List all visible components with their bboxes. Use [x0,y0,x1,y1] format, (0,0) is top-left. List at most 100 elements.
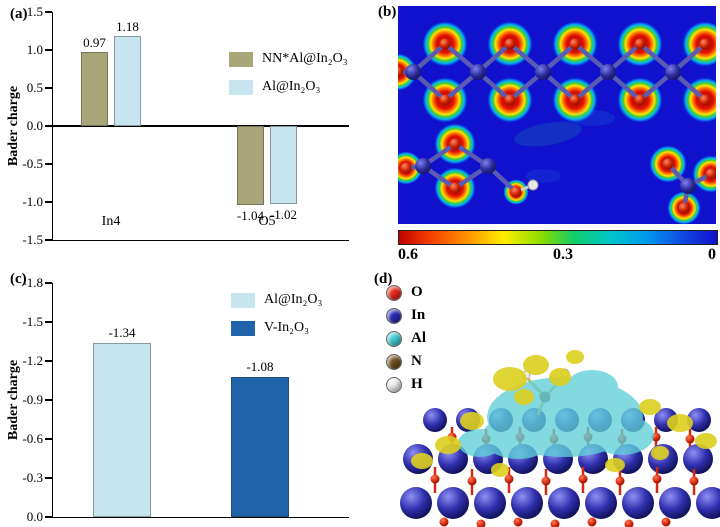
panel-a-y-tick-label: 1.0 [26,42,43,57]
in-atoms [405,64,696,194]
h-atom-swatch [386,376,402,393]
contour-svg [398,6,716,224]
panel-c-y-tick-label: -1.5 [22,314,43,329]
in-atom-swatch [386,307,402,324]
h-atom [527,179,539,191]
panel-c-y-tick [45,360,52,362]
legend-swatch-al-in2o3 [231,292,255,308]
panel-a-y-tick [45,87,52,89]
colorbar-mid-label: 0.3 [553,246,573,263]
panel-a-legend: NN*Al@In₂O₃ Al@In₂O₃ [229,50,348,106]
panel-a-bar-value: 1.18 [116,19,139,35]
panel-a-y-tick [45,11,52,13]
legend-label-al-in2o3: Al@In₂O₃ [264,292,323,307]
legend-swatch-v-in2o3 [231,320,255,336]
panel-c-bar [93,342,151,517]
panel-c-legend: Al@In₂O₃ V-In₂O₃ [231,291,322,347]
legend-entry-o: O [386,281,426,304]
o-atoms-bottom-edge [439,517,671,527]
panel-c-y-tick-label: -1.8 [22,275,43,290]
panel-a-y-tick-label: 0.5 [26,80,43,95]
colorbar-min-label: 0 [708,246,716,263]
panel-a-y-tick [45,163,52,165]
panel-c-y-tick-label: -0.9 [22,392,43,407]
panel-a-bar-value: 0.97 [83,35,106,51]
panel-a-bar [237,126,264,206]
colorbar-max-label: 0.6 [398,246,418,263]
panel-a-y-tick [45,239,52,241]
panel-c-bar-value: -1.34 [108,324,136,340]
yellow-isosurface [411,350,717,477]
colorbar [398,230,718,245]
panel-a-y-tick-label: -1.0 [22,194,43,209]
panel-a-category-o5: O5 [258,214,276,229]
panel-a-y-tick-label: -1.5 [22,232,43,247]
colorbar-labels: 0.6 0.3 0 [398,246,716,264]
panel-c-y-tick [45,477,52,479]
legend-swatch-al [229,79,253,95]
n-atom-swatch [386,353,402,370]
legend-entry-al: Al@In₂O₃ [229,78,348,96]
panel-d-structure: (d) O In Al N H [360,265,720,527]
legend-entry-n: N [386,350,426,373]
legend-entry-v-in2o3: V-In₂O₃ [231,319,322,337]
panel-a-bar-value: -1.02 [269,206,298,222]
panel-c-bar [231,376,289,517]
panel-c-y-tick-label: -0.6 [22,431,43,446]
al-atom-swatch [386,330,402,347]
panel-a-y-tick [45,201,52,203]
o-atoms [398,38,716,214]
legend-label-v-in2o3: V-In₂O₃ [264,320,310,335]
panel-d-legend: O In Al N H [386,281,426,396]
contour-map [398,6,716,224]
legend-label-in: In [411,307,426,323]
panel-c-y-tick [45,438,52,440]
panel-b-charge-density-map: (b) [360,0,720,263]
panel-a-y-tick-label: 0.0 [26,118,43,133]
panel-b-label: (b) [378,4,397,20]
legend-entry-nn-al: NN*Al@In₂O₃ [229,50,348,68]
panel-a-y-tick [45,125,52,127]
legend-label-h: H [411,376,423,392]
panel-a-bar [81,52,108,126]
legend-label-nn-al: NN*Al@In₂O₃ [262,51,348,66]
panel-a-category-in4: In4 [101,214,121,229]
legend-entry-al: Al [386,327,426,350]
legend-swatch-nn-al [229,51,253,67]
panel-c-plot-area: Al@In₂O₃ V-In₂O₃ -1.8 -1.5 -1.2 -0.9 -0.6 -0.… [22,275,349,524]
o-atom-swatch [386,284,402,301]
legend-label-o: O [411,284,423,300]
panel-c-y-tick [45,399,52,401]
legend-label-al: Al [411,330,426,346]
panel-c-y-tick [45,282,52,284]
in-atom-row-front [400,487,720,519]
panel-a-y-tick-label: 1.5 [26,4,43,19]
panel-d-label: (d) [374,271,393,287]
panel-a-y-tick-label: -0.5 [22,156,43,171]
panel-a-y-tick [45,49,52,51]
legend-entry-h: H [386,373,426,396]
legend-entry-al-in2o3: Al@In₂O₃ [231,291,322,309]
legend-label-n: N [411,353,422,369]
structure-svg [400,350,720,527]
panel-c-y-tick-label: -0.3 [22,470,43,485]
panel-a-plot-area: In4 O5 NN*Al@In₂O₃ Al@In₂O₃ 1.5 1.0 0.5 0.0… [22,4,349,247]
panel-c-bar-chart: (c) Bader charge Al@In₂O₃ V-In₂O₃ -1.8 -1… [0,265,360,527]
panel-c-bar-value: -1.08 [246,358,274,374]
panel-a-zero-line [53,125,349,127]
panel-c-y-tick-label: -1.2 [22,353,43,368]
legend-label-al: Al@In₂O₃ [262,79,321,94]
panel-a-bar [114,36,141,126]
panel-a-bar [270,126,297,204]
panel-a-label: (a) [10,6,28,22]
panel-a-bar-chart: (a) Bader charge In4 O5 NN*Al@In₂O₃ Al@I… [0,0,360,263]
panel-c-y-tick [45,321,52,323]
o-atoms-lower [430,474,699,486]
charge-wisps [514,110,615,183]
panel-c-label: (c) [10,271,27,287]
panel-c-y-tick [45,516,52,518]
panel-a-bar-value: -1.04 [236,208,265,224]
legend-entry-in: In [386,304,426,327]
panel-c-y-tick-label: 0.0 [26,509,43,524]
